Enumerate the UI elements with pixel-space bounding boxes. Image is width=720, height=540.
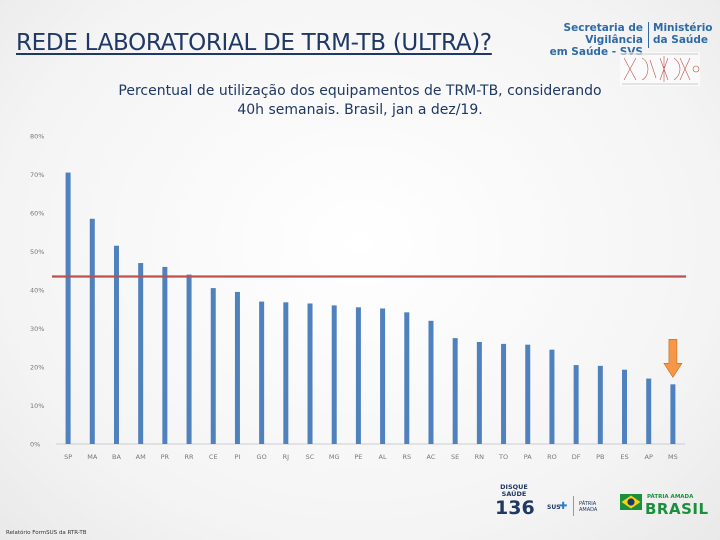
logo-separator <box>648 22 649 48</box>
source-note: Relatório FormSUS da RTR-TB <box>6 530 87 536</box>
patria-amada-text: PÁTRIA AMADA <box>647 494 694 500</box>
y-tick-label: 50% <box>30 248 44 256</box>
bar <box>380 308 386 444</box>
x-tick-label: SE <box>451 453 459 461</box>
bar <box>404 312 410 444</box>
bar <box>355 307 361 444</box>
bar <box>331 305 337 444</box>
x-tick-label: PR <box>161 453 170 461</box>
patria-amada-small-logo: PÁTRIA AMADA <box>579 501 598 513</box>
x-tick-label: DF <box>572 453 581 461</box>
brasil-logo-text: BRASIL <box>645 500 709 518</box>
ministerio-logo-text: Ministério da Saúde <box>653 22 713 46</box>
bar <box>549 349 555 444</box>
x-tick-label: ES <box>620 453 628 461</box>
x-tick-label: RR <box>185 453 195 461</box>
y-tick-label: 80% <box>30 133 44 141</box>
sus-logo: SUS <box>547 504 561 511</box>
bar <box>597 365 603 444</box>
x-tick-label: AL <box>379 453 387 461</box>
x-tick-label: MG <box>329 453 340 461</box>
x-tick-label: PB <box>596 453 604 461</box>
bar <box>65 172 71 444</box>
bar <box>428 320 434 444</box>
network-logo-icon <box>620 52 700 86</box>
x-tick-label: MA <box>87 453 98 461</box>
x-tick-label: TO <box>498 453 508 461</box>
y-tick-label: 0% <box>30 441 40 449</box>
footer-separator <box>573 496 574 516</box>
bar <box>452 338 458 444</box>
x-tick-label: GO <box>257 453 267 461</box>
slide-title: REDE LABORATORIAL DE TRM-TB (ULTRA)? <box>16 30 492 56</box>
sus-plus-icon: ✚ <box>559 501 568 512</box>
x-tick-label: SP <box>64 453 72 461</box>
bar <box>113 245 119 444</box>
x-tick-label: PE <box>354 453 362 461</box>
chart-title: Percentual de utilização dos equipamento… <box>118 83 602 118</box>
x-tick-label: RN <box>475 453 485 461</box>
bar <box>186 274 192 444</box>
y-tick-label: 60% <box>30 210 44 218</box>
y-tick-label: 30% <box>30 325 44 333</box>
x-tick-label: MS <box>668 453 678 461</box>
footer-logos: DISQUE SAÚDE 136 SUS ✚ PÁTRIA AMADA PÁTR… <box>495 484 715 524</box>
x-tick-label: RJ <box>283 453 290 461</box>
y-tick-label: 40% <box>30 287 44 295</box>
bar <box>162 266 168 444</box>
x-tick-label: BA <box>112 453 121 461</box>
x-tick-label: SC <box>306 453 315 461</box>
bar <box>283 302 289 444</box>
x-tick-label: RO <box>547 453 557 461</box>
x-tick-label: RS <box>402 453 411 461</box>
x-tick-label: PA <box>524 453 533 461</box>
y-tick-label: 20% <box>30 364 44 372</box>
bar <box>234 291 240 444</box>
x-tick-label: AM <box>136 453 146 461</box>
y-tick-label: 70% <box>30 171 44 179</box>
bar <box>573 365 579 444</box>
brasil-flag-icon <box>620 494 642 510</box>
x-tick-label: AP <box>645 453 653 461</box>
x-tick-label: CE <box>209 453 218 461</box>
bar <box>210 288 216 444</box>
bar <box>525 344 531 444</box>
svs-ministerio-logo: Secretaria de Vigilância em Saúde - SVS … <box>525 20 715 90</box>
bar <box>138 263 144 444</box>
y-tick-label: 10% <box>30 402 44 410</box>
svs-logo-text: Secretaria de Vigilância em Saúde - SVS <box>549 22 643 58</box>
highlight-arrow-icon <box>663 339 683 378</box>
bar <box>622 369 628 444</box>
bar <box>307 303 313 444</box>
x-tick-label: PI <box>235 453 241 461</box>
x-tick-label: AC <box>427 453 436 461</box>
disque-saude-logo: DISQUE SAÚDE 136 <box>495 483 535 519</box>
bar <box>89 218 95 444</box>
bar <box>501 343 507 444</box>
bar <box>670 384 676 444</box>
bar <box>646 378 652 444</box>
bar <box>476 341 482 444</box>
bar <box>259 301 265 444</box>
